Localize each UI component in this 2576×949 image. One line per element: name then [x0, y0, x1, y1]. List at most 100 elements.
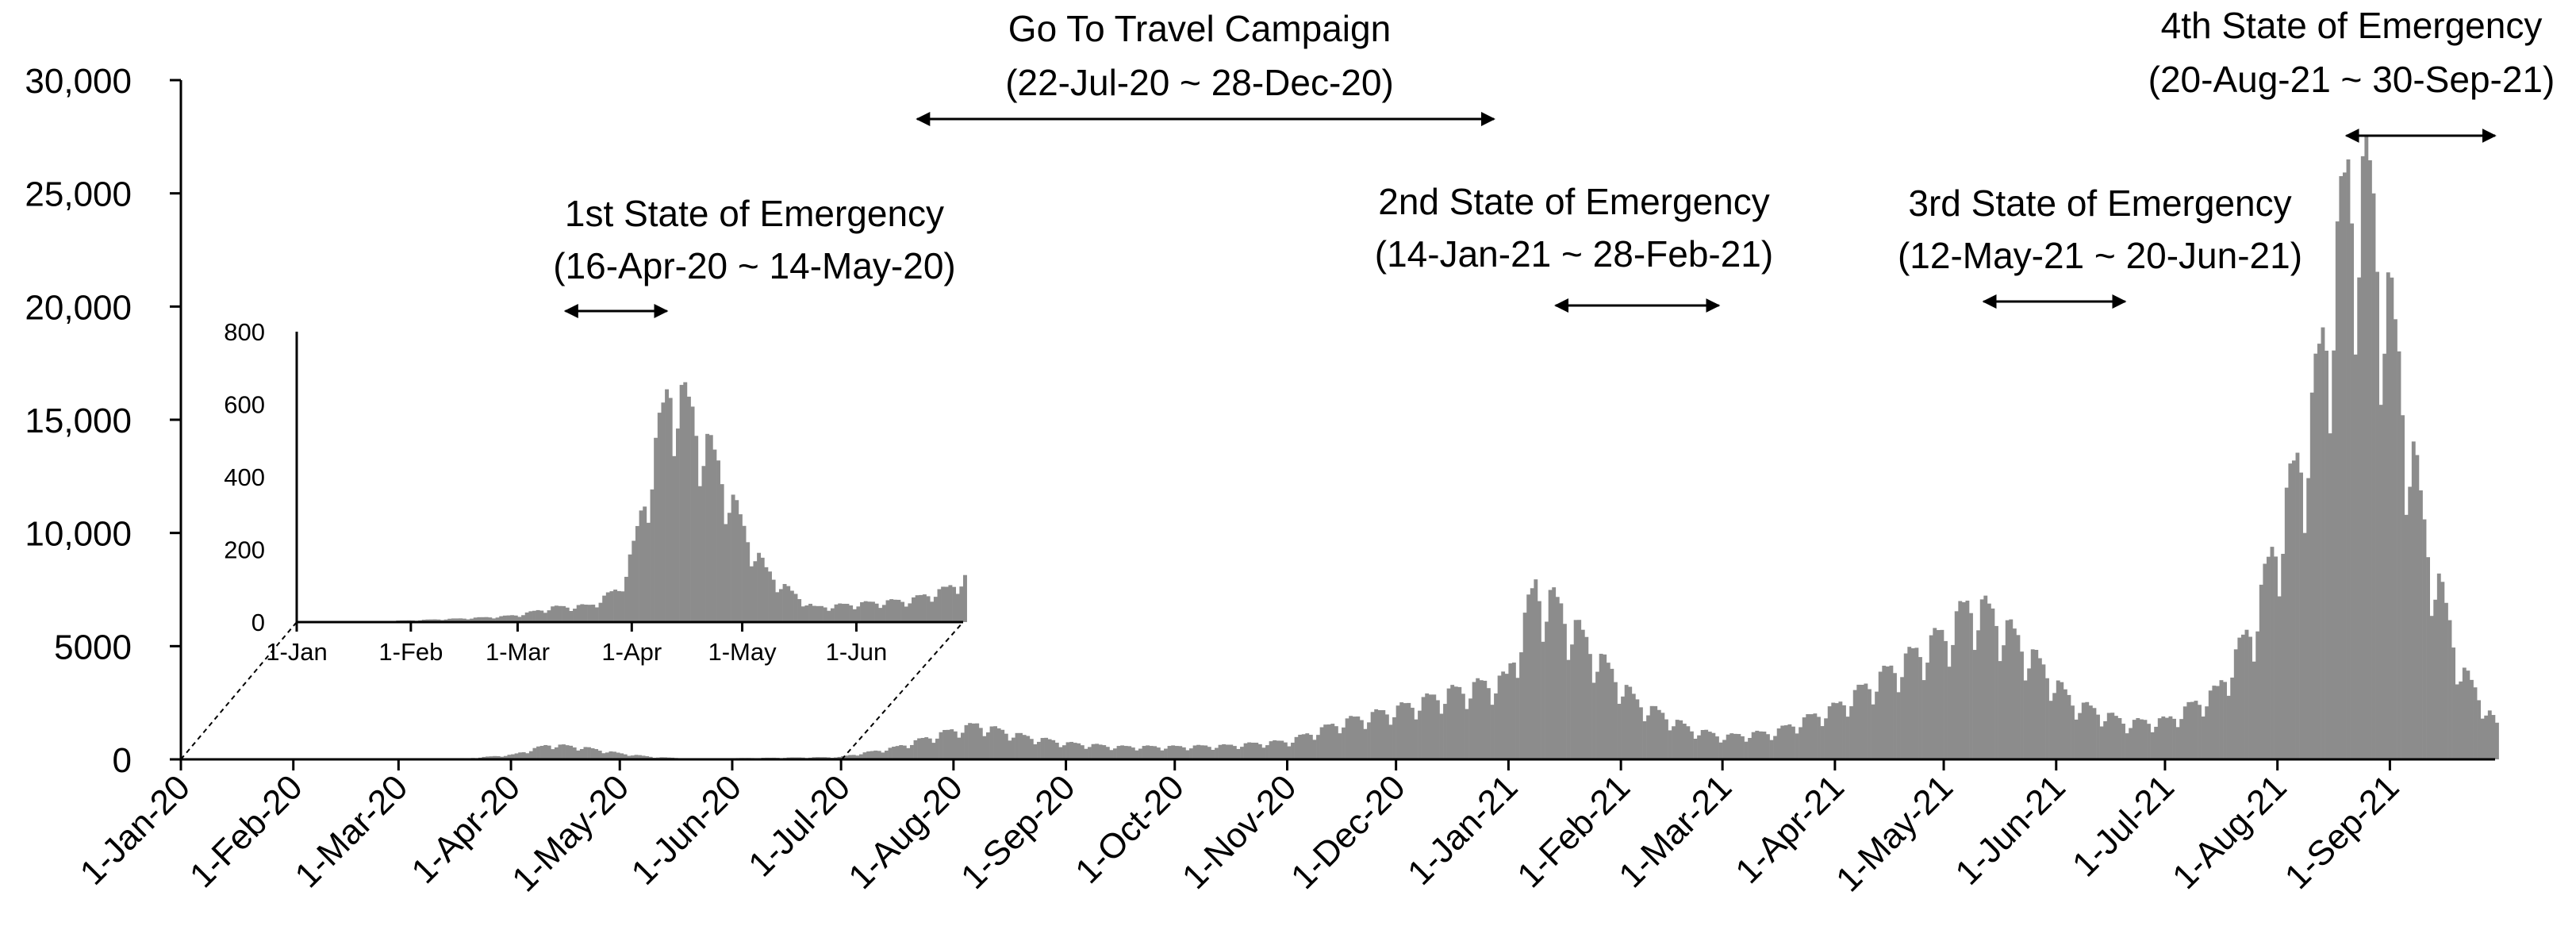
bar [870, 601, 875, 622]
bar [2274, 556, 2278, 759]
bar [1679, 720, 1683, 759]
x-tick-label: 1-Feb-21 [1510, 767, 1637, 895]
bar [1511, 663, 1516, 759]
bar [2429, 616, 2434, 759]
bar [2404, 514, 2409, 759]
bar [1907, 647, 1912, 759]
bar [1817, 717, 1821, 759]
bar [1301, 734, 1306, 759]
bar [554, 747, 559, 759]
inset-connector-left [180, 621, 298, 760]
bar [957, 737, 962, 759]
bar [2422, 519, 2427, 759]
bar [2071, 705, 2075, 759]
bar [521, 615, 526, 622]
bar [1737, 734, 1741, 759]
bar [1138, 748, 1142, 759]
bar [511, 754, 515, 759]
bar [812, 605, 816, 622]
bar [1979, 599, 1984, 759]
bar [1483, 680, 1488, 759]
annotation-soe3-line1: 3rd State of Emergency [1908, 182, 2291, 224]
bar [852, 609, 857, 622]
bar [2451, 647, 2455, 759]
bar [1098, 744, 1103, 759]
bar [834, 604, 839, 622]
bar [2067, 694, 2071, 759]
bar [1308, 735, 1313, 759]
bar [1893, 673, 1897, 759]
y-tick-label: 15,000 [25, 402, 132, 440]
bar [1842, 705, 1846, 759]
bar [2212, 686, 2217, 759]
bar [1722, 740, 1727, 759]
bar [1349, 716, 1353, 759]
bar [510, 615, 515, 622]
x-tick-label: 1-May-20 [505, 767, 636, 899]
bar [1037, 741, 1041, 759]
y-tick-label: 20,000 [25, 288, 132, 327]
bar [1359, 720, 1364, 759]
bar [1718, 742, 1723, 759]
bar [797, 599, 802, 622]
bar [697, 486, 702, 622]
bar [2005, 620, 2010, 759]
bar [1127, 746, 1132, 759]
bar [1192, 745, 1197, 759]
main-x-ticks: 1-Jan-201-Feb-201-Mar-201-Apr-201-May-20… [73, 759, 2406, 899]
bar [569, 745, 574, 759]
bar [2103, 720, 2108, 759]
bar [1972, 650, 1977, 759]
x-tick-label: 1-Aug-20 [841, 767, 970, 897]
bar [1000, 729, 1005, 759]
bar [1457, 686, 1462, 759]
bar [1439, 713, 1444, 759]
bar [488, 617, 493, 622]
bar [778, 589, 783, 622]
x-tick-label: 1-May [708, 638, 777, 666]
bar [2332, 350, 2336, 759]
bar [1976, 630, 1981, 759]
bar [746, 542, 751, 622]
bar [1824, 718, 1829, 759]
bar [638, 755, 642, 759]
bar [1773, 736, 1778, 759]
bar [2078, 713, 2083, 759]
bar [539, 745, 544, 759]
bar [1247, 742, 1252, 759]
bar [2186, 701, 2191, 759]
bar [1261, 747, 1266, 759]
bar [1494, 693, 1498, 759]
bar [939, 732, 943, 759]
bar [1273, 740, 1277, 759]
bar [1062, 745, 1066, 759]
bar [926, 596, 931, 622]
bar [1146, 745, 1150, 759]
bar [500, 756, 505, 759]
bar [1776, 728, 1781, 759]
bar [1987, 603, 1991, 759]
bar [771, 579, 776, 622]
bar [1704, 729, 1709, 759]
bar [2325, 350, 2328, 760]
bar [2063, 689, 2067, 759]
bar [1189, 748, 1193, 759]
bar [572, 747, 577, 759]
bar [1675, 720, 1680, 759]
bar [2016, 635, 2021, 759]
bar [941, 586, 946, 622]
bar [1668, 730, 1672, 759]
inset-y-ticks: 0 200 400 600 800 [224, 318, 265, 636]
bar [1236, 748, 1241, 759]
bar [1519, 652, 1523, 759]
bar [924, 737, 929, 759]
bar [1392, 717, 1396, 759]
bar [2139, 719, 2144, 759]
bar [1587, 654, 1592, 759]
bar [2408, 486, 2413, 759]
bar [2288, 463, 2293, 759]
bar [927, 738, 932, 759]
bar [2136, 718, 2140, 759]
bar [1395, 705, 1400, 759]
